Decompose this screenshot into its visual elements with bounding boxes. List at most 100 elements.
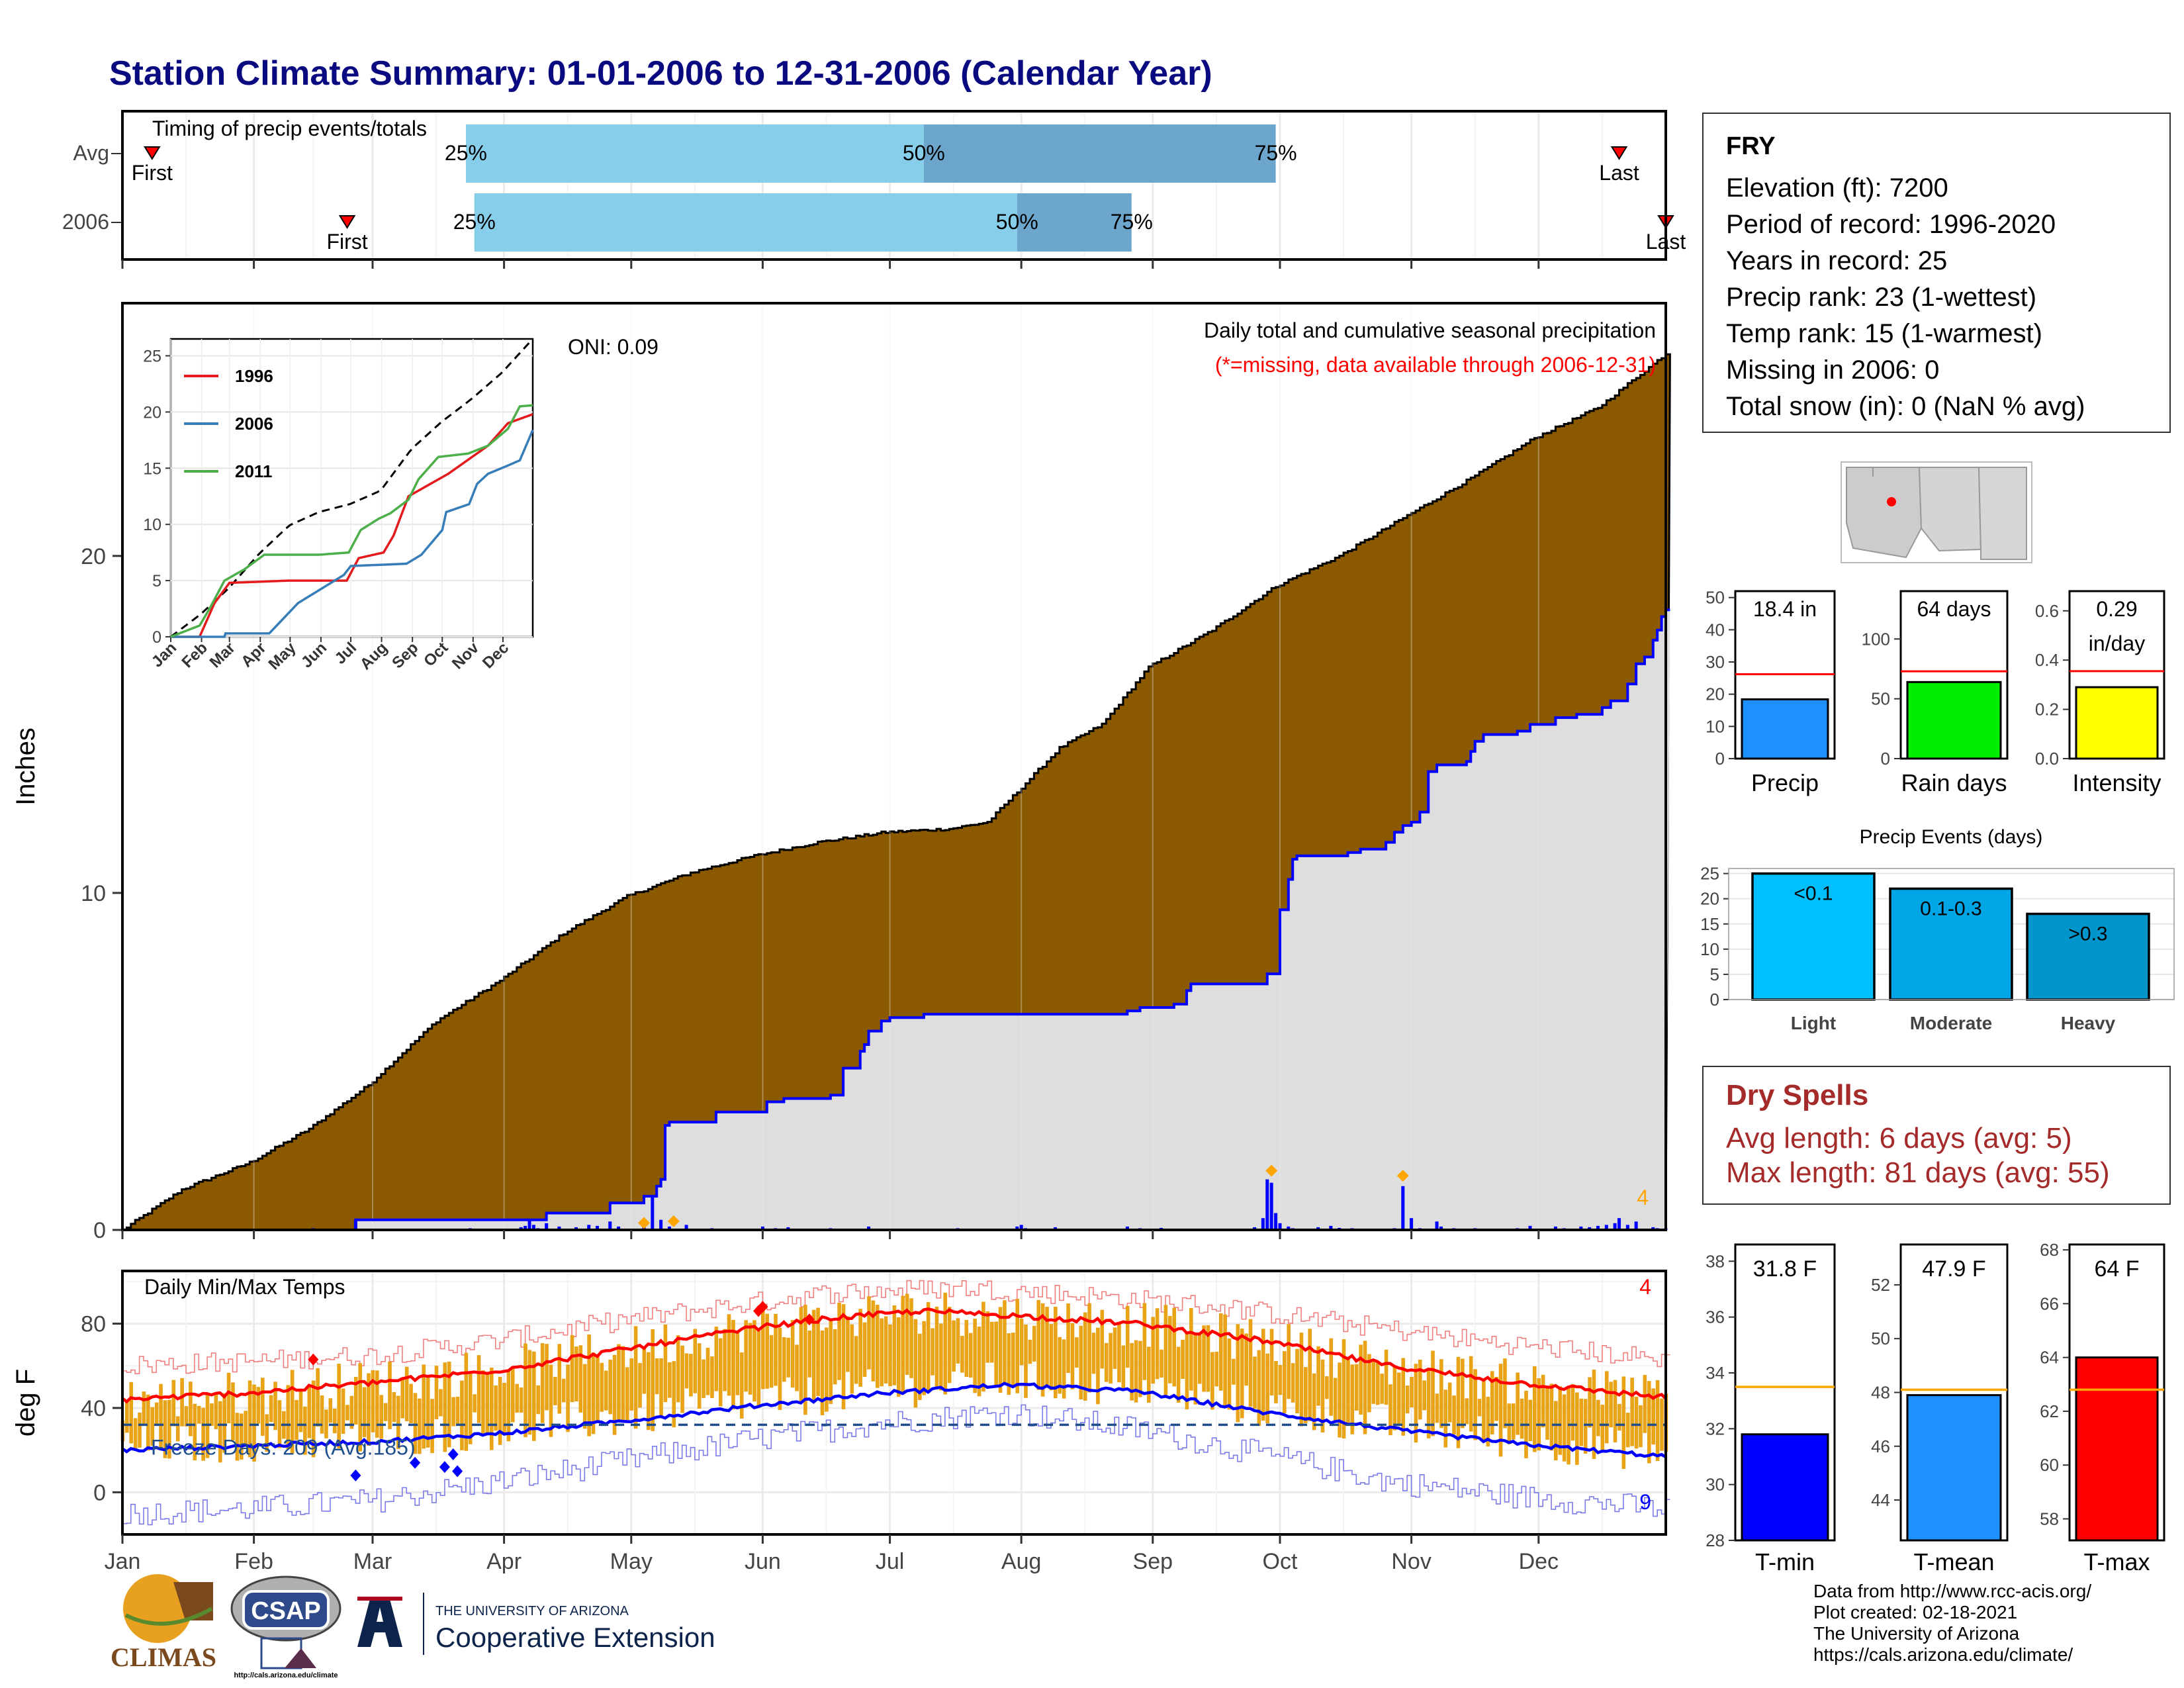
daily-temp-bar bbox=[320, 1395, 324, 1434]
station-location-marker bbox=[1887, 497, 1896, 506]
daily-temp-bar bbox=[651, 1329, 655, 1431]
daily-temp-bar bbox=[447, 1362, 451, 1448]
daily-temp-bar bbox=[829, 1321, 833, 1404]
credits-block: Data from http://www.rcc-acis.org/ Plot … bbox=[1813, 1581, 2091, 1665]
month-label: Dec bbox=[1519, 1549, 1559, 1574]
daily-temp-bar bbox=[689, 1354, 693, 1397]
daily-temp-bar bbox=[697, 1343, 702, 1409]
daily-temp-bar bbox=[1032, 1325, 1036, 1362]
daily-precip-bar bbox=[545, 1223, 549, 1230]
daily-temp-bar bbox=[231, 1382, 235, 1441]
events-frame bbox=[1728, 868, 2175, 1000]
mini-temp-tick-label: 64 bbox=[2040, 1348, 2059, 1368]
daily-temp-bar bbox=[1392, 1366, 1397, 1430]
map-new-mexico bbox=[1918, 467, 1982, 552]
daily-temp-bar bbox=[756, 1329, 761, 1408]
station-temp-rank: Temp rank: 15 (1-warmest) bbox=[1726, 319, 2042, 348]
ua-small-text: THE UNIVERSITY OF ARIZONA bbox=[435, 1604, 629, 1618]
daily-temp-bar bbox=[256, 1387, 261, 1424]
daily-temp-bar bbox=[1151, 1317, 1156, 1384]
daily-temp-bar bbox=[545, 1344, 549, 1411]
mini-temp-tick-label: 36 bbox=[1706, 1307, 1725, 1327]
mini-precip-label: Rain days bbox=[1901, 769, 2007, 796]
daily-temp-bar bbox=[261, 1378, 265, 1436]
daily-temp-bar bbox=[273, 1382, 277, 1430]
daily-precip-bar bbox=[1274, 1213, 1278, 1230]
daily-precip-bar bbox=[557, 1226, 561, 1230]
daily-temp-bar bbox=[731, 1319, 735, 1410]
daily-temp-bar bbox=[1253, 1356, 1257, 1409]
daily-temp-bar bbox=[939, 1323, 943, 1391]
daily-temp-bar bbox=[625, 1367, 629, 1421]
daily-temp-bar bbox=[1138, 1340, 1142, 1397]
daily-temp-bar bbox=[1545, 1387, 1549, 1440]
record-low-marker bbox=[439, 1461, 450, 1474]
daily-temp-bar bbox=[1028, 1339, 1032, 1364]
daily-temp-bar bbox=[536, 1385, 541, 1415]
daily-temp-bar bbox=[1062, 1339, 1066, 1399]
mini-precip-tick-label: 10 bbox=[1706, 716, 1725, 736]
daily-temp-bar bbox=[553, 1376, 557, 1405]
daily-temp-bar bbox=[748, 1323, 752, 1395]
daily-temp-bar bbox=[549, 1364, 553, 1437]
daily-precip-bar bbox=[659, 1219, 663, 1230]
daily-temp-bar bbox=[502, 1382, 506, 1434]
daily-temp-bar bbox=[1257, 1350, 1261, 1426]
daily-temp-bar bbox=[998, 1307, 1003, 1393]
daily-temp-bar bbox=[1244, 1333, 1248, 1386]
inset-series-line-2006 bbox=[171, 429, 534, 638]
daily-temp-bar bbox=[298, 1390, 303, 1432]
daily-temp-bar bbox=[506, 1369, 511, 1442]
daily-precip-bar bbox=[1617, 1218, 1621, 1230]
timing-last-label: Last bbox=[1599, 161, 1639, 185]
daily-temp-bar bbox=[1363, 1340, 1367, 1434]
ua-big-text: Cooperative Extension bbox=[435, 1622, 715, 1653]
daily-temp-bar bbox=[167, 1399, 171, 1459]
daily-temp-bar bbox=[189, 1382, 193, 1436]
csap-badge bbox=[242, 1590, 330, 1630]
daily-temp-bar bbox=[1350, 1364, 1355, 1434]
daily-temp-bar bbox=[1396, 1372, 1401, 1426]
daily-precip-bar bbox=[786, 1227, 790, 1230]
inset-avg-line bbox=[170, 338, 534, 638]
avg-min-line bbox=[121, 1382, 1667, 1459]
daily-temp-bar bbox=[1647, 1381, 1651, 1464]
daily-temp-bar bbox=[303, 1406, 307, 1455]
timing-bar-50-75 bbox=[923, 124, 1276, 183]
inset-legend-label: 2011 bbox=[235, 461, 272, 481]
daily-temp-bar bbox=[485, 1374, 490, 1433]
temp-panel-border bbox=[121, 1270, 1667, 1536]
daily-temp-bar bbox=[693, 1329, 698, 1393]
daily-temp-bar bbox=[905, 1293, 909, 1375]
daily-temp-bar bbox=[803, 1305, 807, 1415]
mini-temp-tick-label: 34 bbox=[1706, 1363, 1725, 1383]
precip-title: Daily total and cumulative seasonal prec… bbox=[1204, 318, 1656, 342]
station-snow: Total snow (in): 0 (NaN % avg) bbox=[1726, 392, 2085, 421]
mini-precip-unit: in/day bbox=[2089, 632, 2145, 655]
mini-precip-tick-label: 50 bbox=[1871, 689, 1890, 709]
daily-temp-bar bbox=[1202, 1325, 1206, 1392]
daily-temp-bar bbox=[880, 1318, 884, 1387]
daily-temp-bar bbox=[1210, 1352, 1214, 1410]
daily-temp-bar bbox=[985, 1311, 990, 1363]
daily-temp-bar bbox=[909, 1298, 913, 1378]
daily-precip-bar bbox=[1634, 1221, 1638, 1230]
ua-a-inner bbox=[377, 1607, 383, 1622]
month-label: Oct bbox=[1263, 1549, 1298, 1574]
daily-temp-bar bbox=[337, 1364, 341, 1449]
timing-p50-label: 50% bbox=[903, 141, 945, 165]
daily-temp-bar bbox=[1375, 1362, 1380, 1405]
daily-temp-bar bbox=[1338, 1362, 1342, 1438]
events-bar-label: >0.3 bbox=[2068, 923, 2107, 945]
daily-temp-bar bbox=[1371, 1360, 1376, 1404]
daily-temp-bar bbox=[1278, 1365, 1283, 1395]
daily-temp-bar bbox=[1070, 1323, 1075, 1389]
daily-temp-bar bbox=[1117, 1324, 1121, 1383]
daily-precip-bar bbox=[587, 1225, 591, 1230]
daily-temp-bar bbox=[1342, 1339, 1346, 1439]
daily-temp-bar bbox=[1100, 1309, 1105, 1369]
daily-temp-bar bbox=[1163, 1305, 1168, 1395]
daily-temp-bar bbox=[617, 1344, 621, 1422]
daily-temp-bar bbox=[154, 1402, 159, 1426]
daily-temp-bar bbox=[638, 1363, 642, 1408]
